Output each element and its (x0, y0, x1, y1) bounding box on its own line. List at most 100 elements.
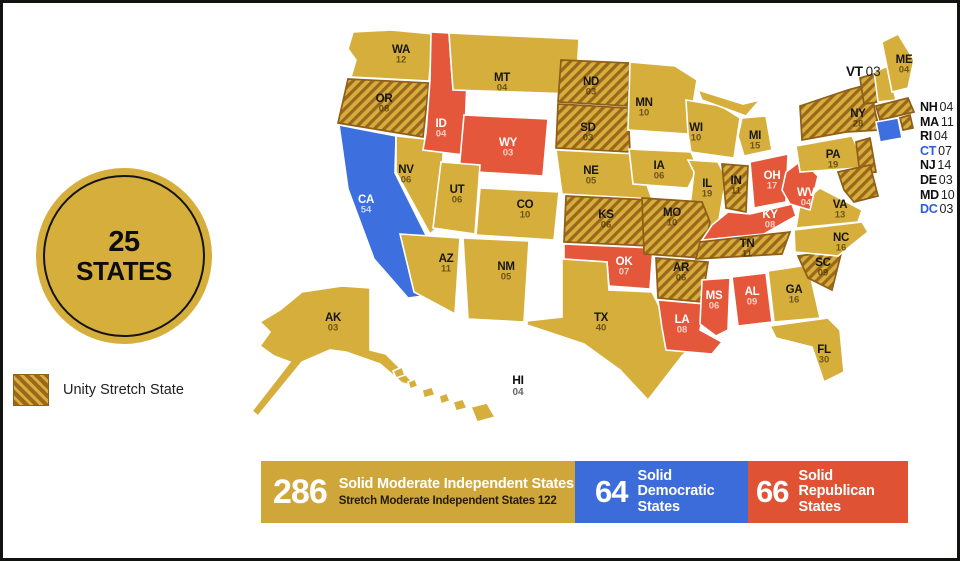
state-hi (438, 391, 452, 406)
state-tx (526, 258, 699, 402)
state-nj (855, 136, 877, 175)
state-label-or: OR (376, 93, 394, 105)
republican-total: 66 (756, 474, 789, 509)
state-label-ms: MS (706, 290, 723, 302)
summary-republican-segment: 66 Solid Republican States (748, 461, 908, 523)
state-ev-nm: 05 (501, 272, 512, 283)
state-label-la: LA (675, 314, 690, 326)
state-label-wi: WI (689, 122, 703, 134)
state-ga (767, 264, 821, 323)
state-ev-co: 10 (520, 210, 531, 221)
ne-list-item-de: DE 03 (920, 173, 955, 188)
state-hi (469, 402, 497, 423)
state-ev-az: 11 (441, 264, 452, 275)
state-label-sd: SD (580, 122, 595, 134)
state-label-ne: NE (583, 165, 599, 177)
ne-list-item-ri: RI 04 (920, 129, 955, 144)
unity-stretch-legend: Unity Stretch State (13, 374, 184, 406)
badge-label: STATES (76, 255, 172, 286)
state-label-ks: KS (598, 209, 614, 221)
state-ev-sd: 03 (583, 133, 594, 144)
democratic-title: Solid Democratic States (637, 467, 715, 515)
state-label-ky: KY (762, 209, 778, 221)
state-ev-fl: 30 (819, 355, 830, 366)
state-label-ut: UT (450, 184, 465, 196)
state-nh (873, 64, 897, 103)
ne-ev: 14 (937, 158, 952, 173)
state-ev-va: 13 (835, 210, 846, 221)
state-co (475, 187, 560, 241)
state-oh (749, 153, 789, 209)
state-mi (696, 88, 763, 117)
state-hi (451, 398, 469, 412)
state-label-tn: TN (740, 238, 755, 250)
state-ev-mn: 10 (639, 108, 650, 119)
ne-ev: 04 (939, 100, 954, 114)
state-label-ak: AK (325, 312, 342, 324)
state-ma (874, 96, 916, 122)
state-label-al: AL (745, 286, 760, 298)
moderate-total: 286 (273, 472, 328, 511)
state-ev-ny: 28 (853, 119, 864, 130)
state-ev-ut: 06 (452, 195, 463, 206)
state-in (721, 163, 749, 214)
state-label-ca: CA (358, 194, 374, 206)
state-label-va: VA (833, 199, 848, 211)
ne-abbr: DE (920, 172, 937, 187)
state-ev-ca: 54 (361, 205, 372, 216)
ne-abbr: CT (920, 143, 937, 158)
state-label-sc: SC (815, 257, 830, 269)
summary-democratic-segment: 64 Solid Democratic States (575, 461, 748, 523)
ne-list-item-ma: MA 11 (920, 115, 955, 130)
state-ev-wi: 10 (691, 133, 702, 144)
vt-ev: 03 (865, 64, 881, 79)
state-label-ar: AR (673, 262, 690, 274)
state-label-me: ME (896, 54, 913, 66)
state-label-ny: NY (850, 108, 866, 120)
state-ev-tn: 11 (742, 249, 753, 260)
state-mi (737, 115, 773, 157)
vt-abbr: VT (846, 64, 863, 79)
hatch-swatch (13, 374, 49, 406)
state-ev-me: 04 (899, 65, 910, 76)
state-wy (458, 114, 549, 177)
ne-abbr: NJ (920, 158, 936, 173)
state-ak (250, 285, 419, 418)
state-nm (462, 237, 530, 323)
state-label-ga: GA (786, 284, 803, 296)
state-label-mi: MI (749, 130, 761, 142)
hi-abbr: HI (512, 373, 524, 387)
moderate-subtitle: Stretch Moderate Independent States 122 (338, 494, 557, 507)
state-ev-mo: 10 (667, 218, 678, 229)
state-ev-nd: 03 (586, 87, 597, 98)
state-label-wa: WA (392, 44, 410, 56)
state-ev-mi: 15 (750, 141, 761, 152)
state-label-id: ID (436, 118, 447, 130)
state-label-fl: FL (817, 344, 831, 356)
state-ev-ks: 06 (601, 220, 612, 231)
state-ev-ar: 06 (676, 273, 687, 284)
state-ev-ky: 08 (765, 220, 776, 231)
state-ev-ok: 07 (619, 267, 630, 278)
state-wa (347, 29, 434, 82)
state-mt (448, 32, 580, 95)
state-ev-al: 09 (747, 297, 758, 308)
ne-ev: 03 (939, 202, 954, 217)
state-hi (421, 386, 437, 399)
state-label-ia: IA (654, 160, 665, 172)
state-ev-ne: 05 (586, 176, 597, 187)
state-ev-sc: 09 (818, 268, 829, 279)
state-ct (875, 117, 903, 143)
vt-callout: VT 03 (846, 64, 881, 79)
ne-ev: 04 (933, 129, 948, 144)
state-ev-or: 08 (379, 104, 390, 115)
state-ev-pa: 19 (828, 160, 839, 171)
state-label-nm: NM (497, 261, 514, 273)
state-hi (391, 365, 407, 379)
state-ev-mt: 04 (497, 83, 508, 94)
state-label-az: AZ (439, 253, 454, 265)
ne-list-item-nj: NJ 14 (920, 158, 955, 173)
state-ev-ms: 06 (709, 301, 720, 312)
